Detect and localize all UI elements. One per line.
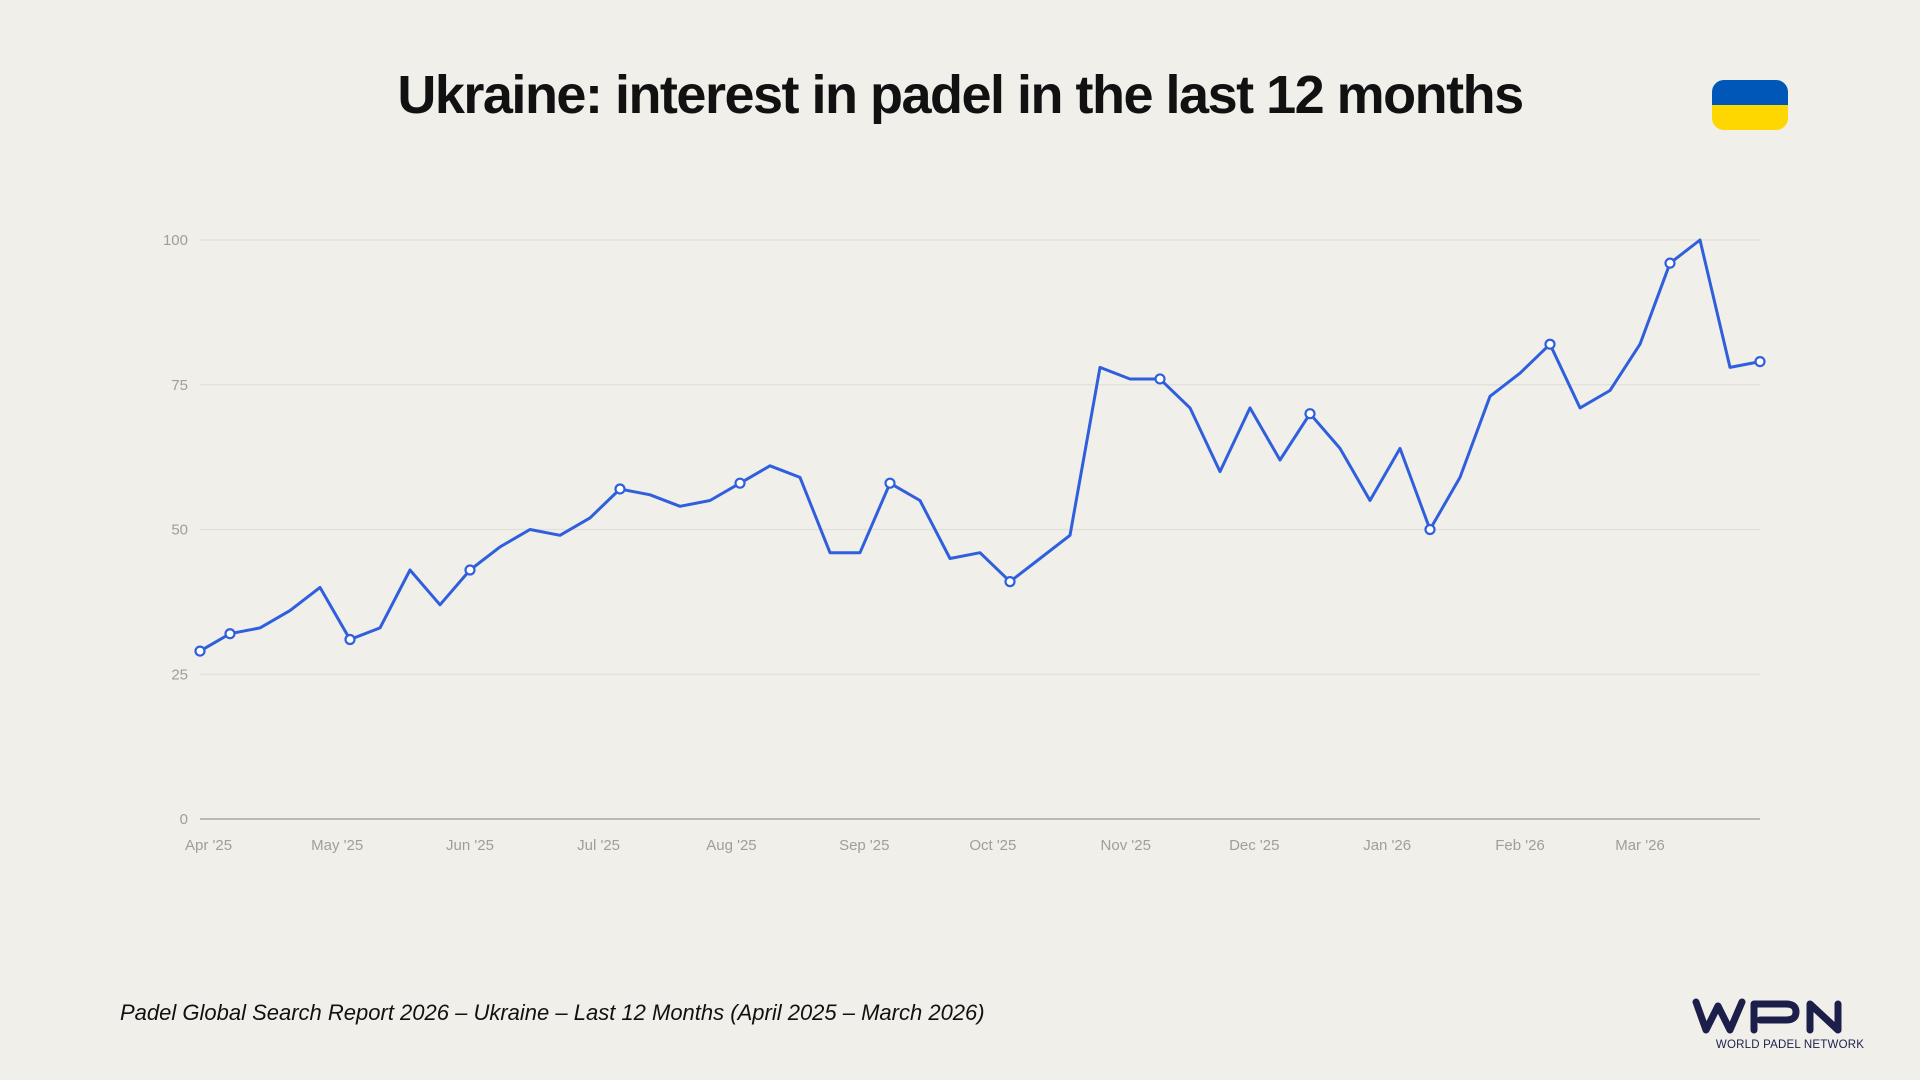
y-tick-label: 100 — [163, 232, 188, 249]
data-point — [1424, 523, 1436, 536]
x-tick-label: Apr '25 — [185, 837, 232, 854]
data-point — [464, 564, 476, 576]
x-tick-label: Aug '25 — [706, 837, 756, 854]
wpn-logo: WORLD PADEL NETWORK — [1692, 998, 1864, 1051]
data-point — [1754, 355, 1766, 368]
x-tick-label: Dec '25 — [1229, 837, 1279, 854]
data-point — [344, 633, 356, 646]
x-tick-label: Jun '25 — [446, 837, 494, 854]
x-tick-label: Oct '25 — [969, 837, 1016, 854]
y-tick-label: 0 — [180, 811, 188, 828]
x-tick-label: Sep '25 — [839, 837, 889, 854]
x-tick-label: Jan '26 — [1363, 837, 1411, 854]
data-point — [734, 477, 746, 489]
flag-yellow-stripe — [1712, 105, 1788, 130]
y-tick-label: 75 — [171, 377, 188, 394]
ukraine-flag-icon — [1712, 80, 1788, 130]
series-line — [199, 238, 1761, 653]
svg-text:WORLD PADEL NETWORK: WORLD PADEL NETWORK — [1716, 1039, 1864, 1051]
x-tick-label: Nov '25 — [1101, 837, 1151, 854]
data-point — [224, 628, 236, 640]
x-tick-label: Mar '26 — [1615, 837, 1665, 854]
footer-caption: Padel Global Search Report 2026 – Ukrain… — [120, 1000, 985, 1025]
x-tick-label: Feb '26 — [1495, 837, 1545, 854]
data-point — [884, 477, 896, 489]
y-tick-label: 25 — [171, 666, 188, 683]
y-tick-label: 50 — [171, 522, 188, 539]
data-point — [1304, 408, 1316, 420]
data-point — [1154, 373, 1166, 385]
data-point — [1004, 576, 1016, 588]
x-tick-label: Jul '25 — [577, 837, 620, 854]
data-point — [1544, 338, 1556, 350]
chart-title: Ukraine: interest in padel in the last 1… — [397, 65, 1524, 125]
flag-blue-stripe — [1712, 80, 1788, 105]
data-point — [1664, 257, 1676, 269]
data-point — [614, 483, 626, 495]
x-tick-label: May '25 — [311, 837, 363, 854]
data-point — [194, 645, 206, 657]
